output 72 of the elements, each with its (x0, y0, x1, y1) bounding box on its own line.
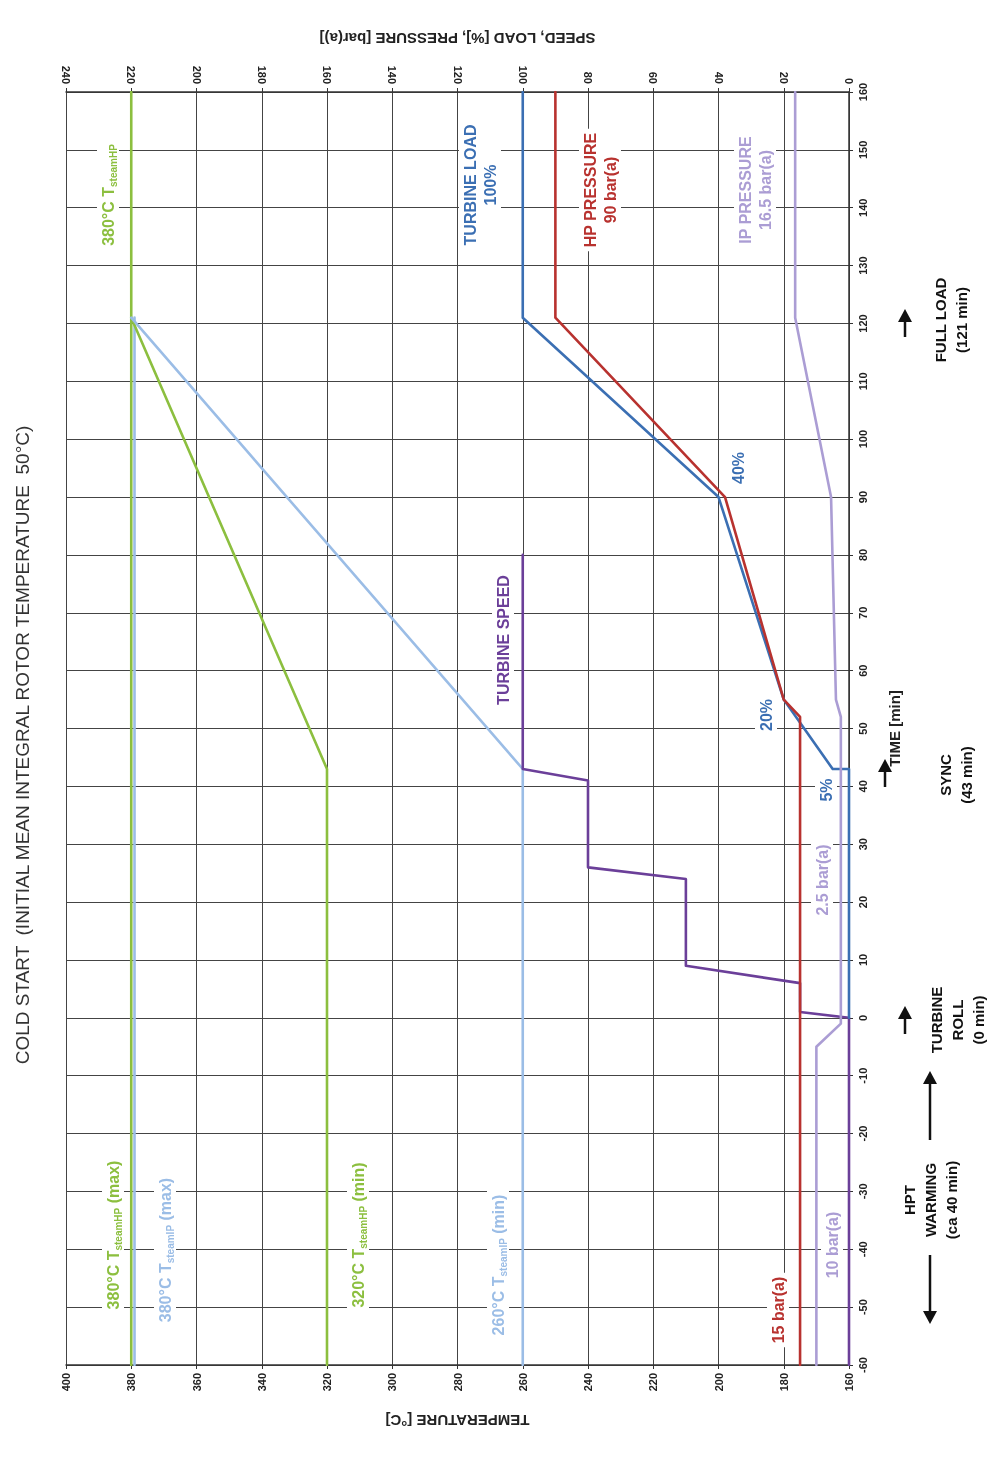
x-tick-label: 320 (321, 1373, 333, 1392)
y-tick-label: -30 (856, 1183, 869, 1200)
x2-tick-label: 180 (255, 65, 268, 84)
x-axis-title: TEMPERATURE [°C] (385, 1412, 530, 1429)
x2-tick-label: 220 (125, 65, 138, 84)
x-tick-label: 220 (647, 1373, 660, 1392)
text: SYNC (43 min) (937, 746, 975, 804)
x2-tick-label: 120 (451, 65, 464, 84)
x-tick-label: 180 (777, 1373, 790, 1392)
annotation: 380°C TsteamHP (max) (104, 1160, 124, 1310)
annotation: 380°C TsteamIP (max) (156, 1177, 176, 1323)
y-tick-label: -50 (856, 1299, 869, 1316)
y-tick-label: 10 (856, 953, 869, 967)
annotation: 10 bar(a) (823, 1211, 841, 1279)
annotation: 380°C TsteamHP (99, 143, 119, 246)
y-tick-label: 120 (856, 314, 869, 333)
x2-tick-label: 100 (516, 65, 529, 84)
x-tick-label: 400 (60, 1373, 72, 1392)
x-tick-label: 160 (843, 1373, 855, 1392)
annotation: HP PRESSURE 90 bar(a) (581, 132, 619, 248)
text: COLD START (INITIAL MEAN INTEGRAL ROTOR TEMPERATURE 50°C) (11, 425, 33, 1065)
x-tick-label: 300 (386, 1373, 399, 1392)
annotation: IP PRESSURE 16.5 bar(a) (736, 136, 774, 244)
y-tick-label: 70 (856, 606, 869, 619)
y-tick-label: 110 (856, 372, 869, 391)
y-tick-label: 0 (856, 1014, 869, 1021)
y-tick-label: -10 (856, 1067, 869, 1084)
annotation: 2.5 bar(a) (813, 844, 831, 916)
x-tick-label: 260 (516, 1373, 529, 1392)
y-tick-label: 160 (856, 82, 869, 102)
annotation: TURBINE LOAD 100% (461, 124, 499, 246)
y-tick-label: 100 (856, 430, 869, 449)
x2-tick-label: 60 (647, 71, 660, 84)
annotation: 320°C TsteamHP (min) (349, 1162, 369, 1308)
y-axis-title: TIME [min] (886, 690, 903, 767)
y-tick-label: 150 (856, 140, 869, 160)
x2-tick-label: 240 (60, 65, 72, 84)
x2-tick-label: 80 (582, 71, 594, 84)
y-tick-label: 40 (856, 780, 869, 793)
y-tick-label: 140 (856, 198, 869, 217)
y-tick-label: -20 (856, 1125, 869, 1142)
x-tick-label: 380 (125, 1373, 138, 1392)
x-tick-label: 340 (255, 1373, 268, 1392)
y-tick-label: 30 (856, 838, 869, 851)
annotation: 20% (757, 698, 775, 732)
annotation: 15 bar(a) (769, 1276, 787, 1344)
annotation: 260°C TsteamIP (min) (489, 1194, 509, 1336)
annotation: 5% (817, 778, 835, 802)
y-tick-label: -40 (856, 1241, 869, 1258)
x-tick-label: 280 (451, 1373, 464, 1392)
x2-tick-label: 40 (712, 71, 725, 84)
x2-tick-label: 200 (190, 65, 203, 84)
y-tick-label: 90 (856, 490, 869, 504)
x-tick-label: 240 (582, 1373, 594, 1392)
text: HPT WARMING (ca 40 min) (900, 1160, 960, 1240)
x2-tick-label: 160 (321, 65, 333, 84)
y-tick-label: 80 (856, 548, 869, 562)
x-tick-label: 200 (712, 1373, 725, 1392)
y-tick-label: 130 (856, 256, 869, 275)
x2-axis-title: SPEED, LOAD [%], PRESSURE [bar(a)] (319, 30, 596, 47)
y-tick-label: 20 (856, 895, 869, 909)
annotation: TURBINE SPEED (494, 575, 512, 705)
x2-tick-label: 0 (843, 77, 855, 84)
x2-tick-label: 20 (777, 71, 790, 84)
x2-tick-label: 140 (386, 65, 399, 84)
text: TURBINE ROLL (0 min) (927, 986, 987, 1054)
annotation: 40% (729, 451, 747, 485)
y-tick-label: 60 (856, 664, 869, 677)
y-tick-label: -60 (856, 1357, 869, 1373)
y-tick-label: 50 (856, 722, 869, 735)
x-tick-label: 360 (190, 1373, 203, 1392)
text: FULL LOAD (121 min) (932, 277, 970, 363)
